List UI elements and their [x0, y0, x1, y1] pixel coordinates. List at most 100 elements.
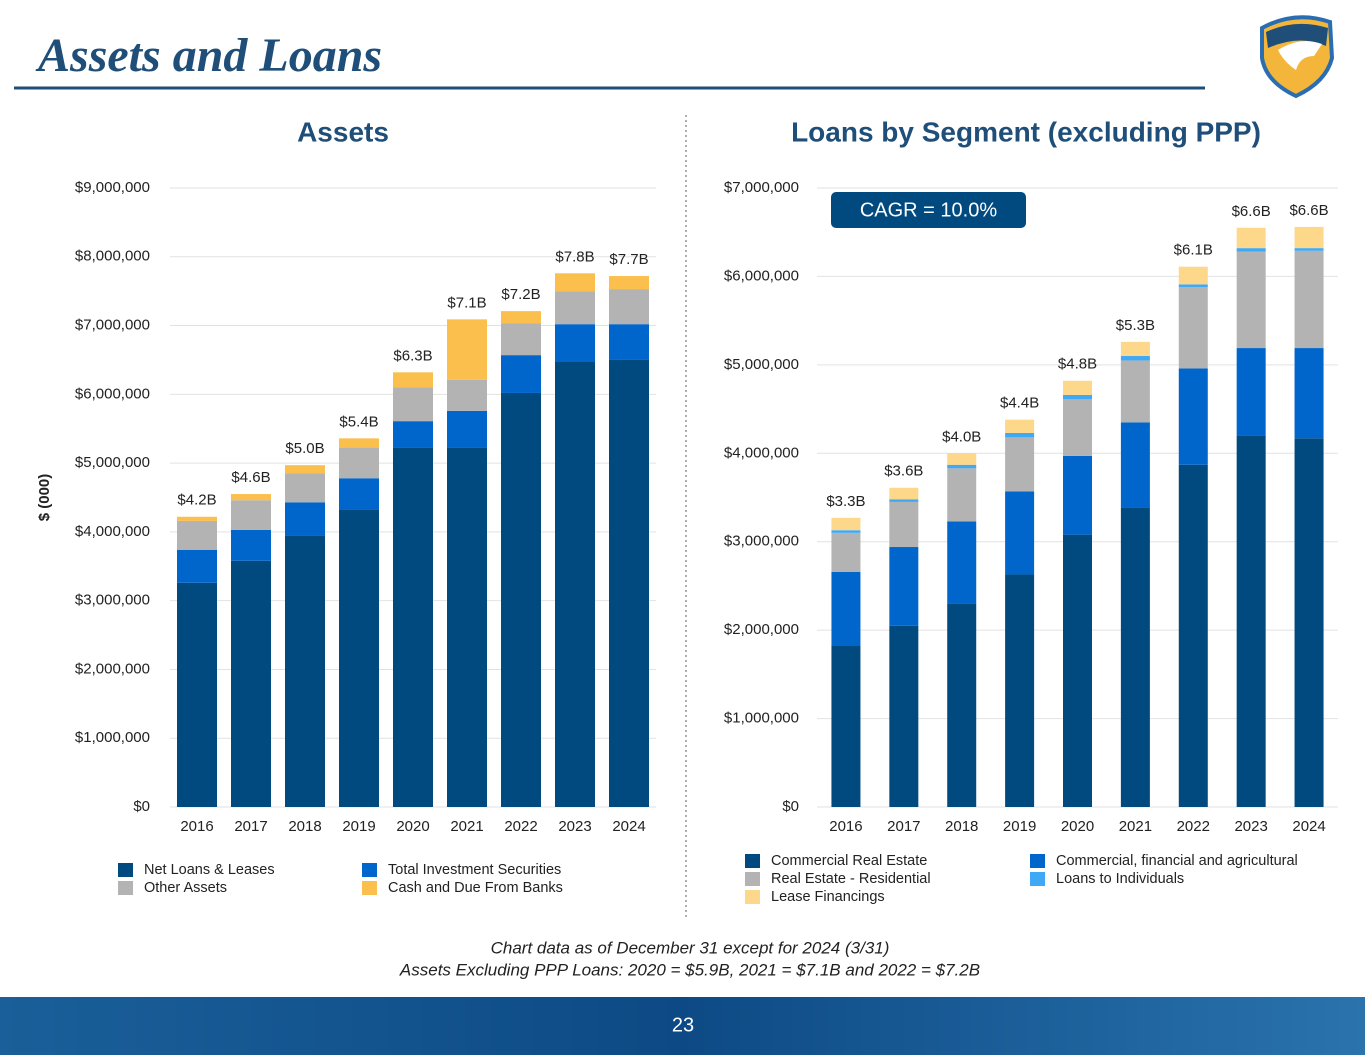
- y-tick-label: $0: [782, 798, 799, 815]
- x-tick-label: 2018: [945, 818, 978, 835]
- bar-segment: [231, 560, 271, 807]
- bar-segment: [285, 502, 325, 536]
- legend-swatch: [1030, 872, 1045, 886]
- legend-label: Commercial Real Estate: [771, 853, 927, 869]
- bar-segment: [1005, 491, 1035, 575]
- bar-segment: [1063, 380, 1092, 395]
- y-tick-label: $1,000,000: [75, 729, 150, 746]
- legend-swatch: [745, 854, 760, 868]
- bar-segment: [1120, 356, 1150, 361]
- legend-label: Real Estate - Residential: [771, 871, 931, 887]
- y-tick-label: $3,000,000: [75, 592, 150, 609]
- x-tick-label: 2016: [180, 818, 213, 835]
- bar-segment: [393, 447, 433, 807]
- bar-segment: [447, 447, 487, 807]
- bar-segment: [831, 517, 861, 531]
- y-tick-label: $2,000,000: [75, 660, 150, 677]
- bar-segment: [555, 273, 595, 292]
- total-label: $7.8B: [555, 248, 594, 265]
- total-label: $5.3B: [1116, 317, 1155, 334]
- bar-segment: [1063, 455, 1092, 535]
- bar-segment: [447, 319, 487, 380]
- legend-label: Commercial, financial and agricultural: [1056, 853, 1298, 869]
- bar-segment: [339, 478, 379, 510]
- bar-segment: [1063, 399, 1092, 456]
- legend-swatch: [362, 863, 377, 877]
- footnote: Chart data as of December 31 except for …: [491, 938, 890, 957]
- total-label: $7.1B: [447, 294, 486, 311]
- bar-segment: [501, 392, 541, 807]
- x-tick-label: 2022: [504, 818, 537, 835]
- y-tick-label: $9,000,000: [75, 179, 150, 196]
- bar-segment: [1236, 251, 1266, 349]
- bar-segment: [1120, 360, 1150, 423]
- bar-segment: [339, 438, 379, 448]
- bar-segment: [1005, 574, 1035, 807]
- legend-swatch: [118, 863, 133, 877]
- total-label: $4.8B: [1058, 356, 1097, 373]
- legend-label: Total Investment Securities: [388, 862, 561, 878]
- bar-segment: [831, 532, 861, 572]
- bar-segment: [393, 387, 433, 422]
- x-tick-label: 2020: [396, 818, 429, 835]
- y-tick-label: $5,000,000: [724, 356, 799, 373]
- bar-segment: [1236, 435, 1266, 807]
- annotation-box: [831, 192, 1026, 228]
- chart-title: Loans by Segment (excluding PPP): [791, 116, 1261, 147]
- logo: [1260, 15, 1335, 99]
- bar-segment: [393, 372, 433, 388]
- legend-swatch: [745, 872, 760, 886]
- x-tick-label: 2019: [342, 818, 375, 835]
- x-tick-label: 2024: [1292, 818, 1325, 835]
- x-tick-label: 2020: [1061, 818, 1094, 835]
- y-tick-label: $0: [133, 798, 150, 815]
- bar-segment: [447, 379, 487, 411]
- page-number: 23: [672, 1014, 694, 1036]
- y-tick-label: $7,000,000: [75, 317, 150, 334]
- y-tick-label: $3,000,000: [724, 533, 799, 550]
- bar-segment: [1005, 432, 1035, 438]
- footnote: Assets Excluding PPP Loans: 2020 = $5.9B…: [399, 960, 980, 979]
- total-label: $6.3B: [393, 347, 432, 364]
- total-label: $7.2B: [501, 286, 540, 303]
- bar-segment: [1294, 438, 1324, 807]
- legend-label: Loans to Individuals: [1056, 871, 1184, 887]
- bar-segment: [609, 359, 649, 807]
- bar-segment: [1294, 248, 1324, 251]
- bar-segment: [1236, 248, 1266, 252]
- bar-segment: [947, 521, 977, 604]
- bar-segment: [1120, 507, 1150, 807]
- bar-segment: [1178, 284, 1208, 288]
- bar-segment: [889, 625, 919, 807]
- bar-segment: [1294, 250, 1324, 349]
- bar-segment: [889, 499, 919, 502]
- bar-segment: [231, 500, 271, 530]
- total-label: $4.6B: [231, 469, 270, 486]
- chart-title: Assets: [297, 116, 389, 147]
- x-tick-label: 2024: [612, 818, 645, 835]
- x-tick-label: 2022: [1177, 818, 1210, 835]
- y-tick-label: $5,000,000: [75, 454, 150, 471]
- bar-segment: [609, 289, 649, 325]
- x-tick-label: 2017: [887, 818, 920, 835]
- bar-segment: [1294, 348, 1324, 439]
- bar-segment: [1005, 419, 1035, 433]
- bar-segment: [889, 547, 919, 626]
- bar-segment: [1294, 226, 1324, 249]
- bar-segment: [1063, 394, 1092, 400]
- y-tick-label: $6,000,000: [724, 267, 799, 284]
- bar-segment: [1178, 464, 1208, 807]
- total-label: $3.3B: [826, 493, 865, 510]
- bar-segment: [501, 323, 541, 356]
- bar-segment: [609, 276, 649, 290]
- bar-segment: [339, 509, 379, 807]
- total-label: $6.6B: [1232, 203, 1271, 220]
- total-label: $5.0B: [285, 440, 324, 457]
- y-tick-label: $2,000,000: [724, 621, 799, 638]
- bar-segment: [501, 311, 541, 324]
- bar-segment: [1178, 287, 1208, 369]
- legend-swatch: [745, 890, 760, 904]
- total-label: $3.6B: [884, 463, 923, 480]
